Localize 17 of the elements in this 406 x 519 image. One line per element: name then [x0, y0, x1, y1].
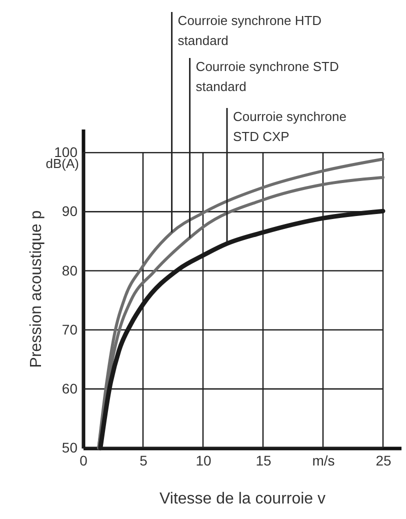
annotation: Courroie synchrone STD standard	[196, 59, 339, 94]
y-axis-title: Pression acoustique p	[28, 210, 46, 368]
x-tick-label: 0	[80, 452, 88, 468]
x-tick-label: 25	[376, 452, 392, 468]
x-tick-label: 15	[256, 452, 272, 468]
y-tick-label: 80	[62, 262, 78, 278]
x-tick-label: 10	[196, 452, 212, 468]
x-axis-title: Vitesse de la courroie v	[159, 490, 326, 508]
y-tick-label: 60	[62, 380, 78, 396]
x-tick-label: m/s	[312, 452, 335, 468]
y-tick-label: 90	[62, 203, 78, 220]
annotation: Courroie synchrone HTD standard	[178, 13, 322, 48]
y-tick-label: 50	[62, 440, 78, 456]
text: dB(A)	[46, 156, 79, 171]
x-tick-label: 5	[140, 452, 148, 468]
annotation: Courroie synchrone STD CXP	[233, 109, 346, 144]
y-tick-label: 70	[62, 321, 78, 338]
